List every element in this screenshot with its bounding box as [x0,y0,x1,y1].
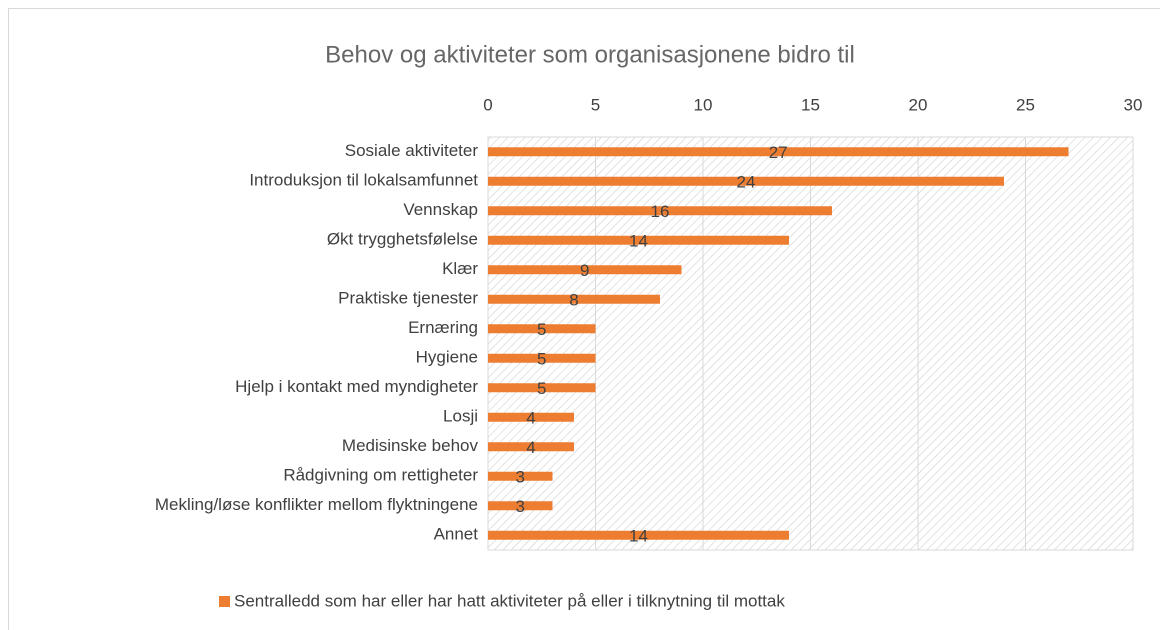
bar [488,294,660,304]
bar [488,324,596,334]
bar [488,176,1004,186]
x-tick-label: 5 [591,95,600,114]
data-label: 5 [537,379,546,398]
legend-label: Sentralledd som har eller har hatt aktiv… [234,591,785,610]
data-label: 14 [629,232,648,251]
y-tick-label: Medisinske behov [342,436,479,455]
data-label: 4 [526,438,535,457]
bar [488,265,682,275]
legend-swatch [219,596,230,607]
data-label: 5 [537,320,546,339]
data-label: 4 [526,409,535,428]
data-label: 9 [580,261,589,280]
y-tick-label: Klær [442,259,478,278]
y-tick-label: Praktiske tjenester [338,289,478,308]
data-label: 8 [569,291,578,310]
data-label: 24 [737,173,756,192]
y-tick-label: Annet [434,525,479,544]
data-label: 5 [537,350,546,369]
data-label: 14 [629,527,648,546]
bar [488,206,832,216]
chart-frame [8,8,1160,630]
bar [488,383,596,393]
y-tick-label: Mekling/løse konflikter mellom flyktning… [155,495,478,514]
y-tick-label: Ernæring [408,318,478,337]
x-tick-label: 30 [1124,95,1143,114]
y-tick-label: Introduksjon til lokalsamfunnet [249,171,478,190]
bar [488,412,574,422]
y-tick-label: Vennskap [403,200,478,219]
bar [488,235,789,245]
bar [488,442,574,452]
y-tick-label: Losji [443,407,478,426]
y-tick-label: Sosiale aktiviteter [345,141,479,160]
y-tick-label: Rådgivning om rettigheter [283,466,478,485]
bar [488,501,553,511]
y-tick-label: Økt trygghetsfølelse [327,230,478,249]
chart-title: Behov og aktiviteter som organisasjonene… [325,41,855,68]
y-tick-label: Hygiene [416,348,478,367]
data-label: 3 [516,468,525,487]
x-tick-label: 10 [694,95,713,114]
x-tick-label: 20 [909,95,928,114]
bar [488,530,789,540]
bar [488,353,596,363]
y-tick-label: Hjelp i kontakt med myndigheter [235,377,478,396]
data-label: 16 [651,202,670,221]
data-label: 27 [769,143,788,162]
data-label: 3 [516,497,525,516]
bar [488,471,553,481]
x-tick-label: 25 [1016,95,1035,114]
x-tick-label: 0 [483,95,492,114]
bar [488,147,1069,157]
x-tick-label: 15 [801,95,820,114]
